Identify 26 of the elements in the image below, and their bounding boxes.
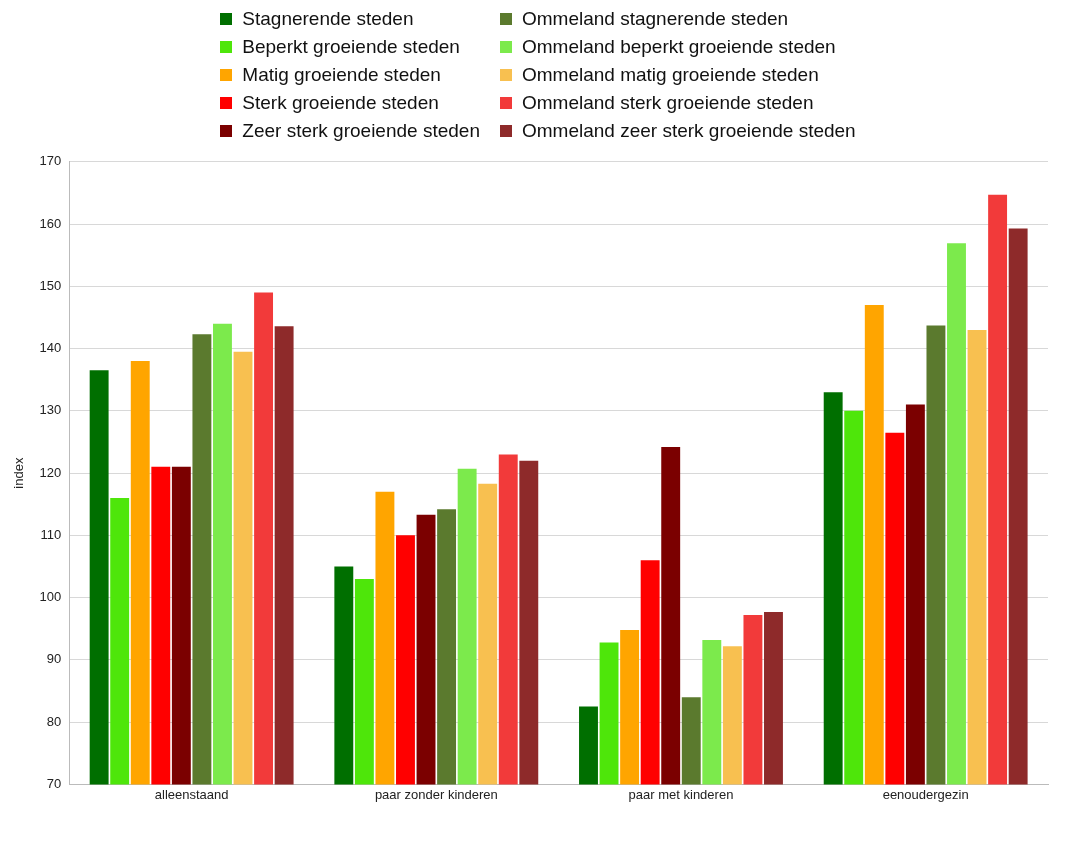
- legend-label: Ommeland zeer sterk groeiende steden: [521, 120, 856, 142]
- y-tick-label: 130: [39, 402, 62, 418]
- y-axis-title: index: [11, 457, 27, 489]
- x-tick-label: alleenstaand: [154, 786, 229, 802]
- legend-label: Sterk groeiende steden: [242, 92, 439, 114]
- y-tick-label: 160: [39, 215, 62, 231]
- y-tick-label: 140: [39, 340, 62, 356]
- legend-label: Ommeland matig groeiende steden: [521, 64, 819, 86]
- y-tick-label: 150: [39, 277, 62, 293]
- legend-label: Stagnerende steden: [242, 8, 414, 30]
- legend-label: Beperkt groeiende steden: [242, 36, 460, 58]
- y-tick-label: 100: [39, 589, 62, 605]
- x-tick-label: paar zonder kinderen: [374, 786, 498, 802]
- legend-label: Ommeland stagnerende steden: [521, 8, 789, 30]
- legend-label: Ommeland beperkt groeiende steden: [521, 36, 836, 58]
- legend-label: Matig groeiende steden: [242, 64, 441, 86]
- y-tick-label: 70: [46, 775, 62, 791]
- y-tick-label: 120: [39, 464, 62, 480]
- legend-label: Zeer sterk groeiende steden: [242, 120, 480, 142]
- y-tick-label: 110: [40, 526, 62, 542]
- y-tick-label: 170: [39, 153, 62, 169]
- x-tick-label: paar met kinderen: [628, 786, 734, 802]
- y-tick-label: 80: [46, 713, 62, 729]
- y-tick-label: 90: [46, 651, 62, 667]
- legend-label: Ommeland sterk groeiende steden: [521, 92, 814, 114]
- x-tick-label: eenoudergezin: [882, 786, 969, 802]
